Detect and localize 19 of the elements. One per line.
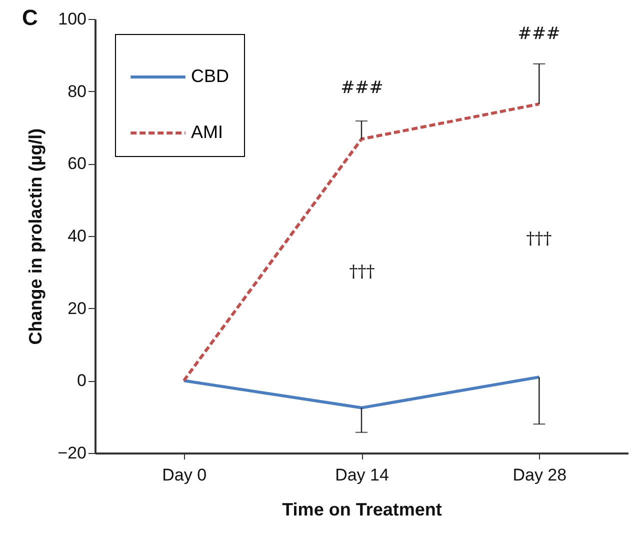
y-tick-label: 0 bbox=[77, 371, 86, 390]
x-axis-title: Time on Treatment bbox=[282, 500, 442, 520]
legend-label: AMI bbox=[191, 122, 224, 142]
x-tick-label: Day 28 bbox=[512, 466, 567, 484]
annotation: ††† bbox=[526, 229, 552, 249]
annotation: ### bbox=[518, 24, 560, 44]
y-axis-title: Change in prolactin (µg/l) bbox=[26, 128, 46, 345]
y-tick-label: 20 bbox=[68, 298, 86, 318]
y-tick-label: 80 bbox=[68, 82, 86, 101]
annotation: ### bbox=[340, 78, 384, 98]
y-tick-label: 60 bbox=[68, 154, 86, 174]
y-tick-label: 40 bbox=[68, 226, 86, 246]
y-tick-label: 100 bbox=[58, 10, 86, 28]
annotation: ††† bbox=[349, 262, 375, 282]
x-tick-label: Day 14 bbox=[335, 466, 389, 484]
y-tick-label: −20 bbox=[58, 444, 86, 462]
text: C bbox=[22, 5, 38, 31]
x-tick-label: Day 0 bbox=[162, 466, 207, 484]
legend-label: CBD bbox=[191, 66, 230, 86]
